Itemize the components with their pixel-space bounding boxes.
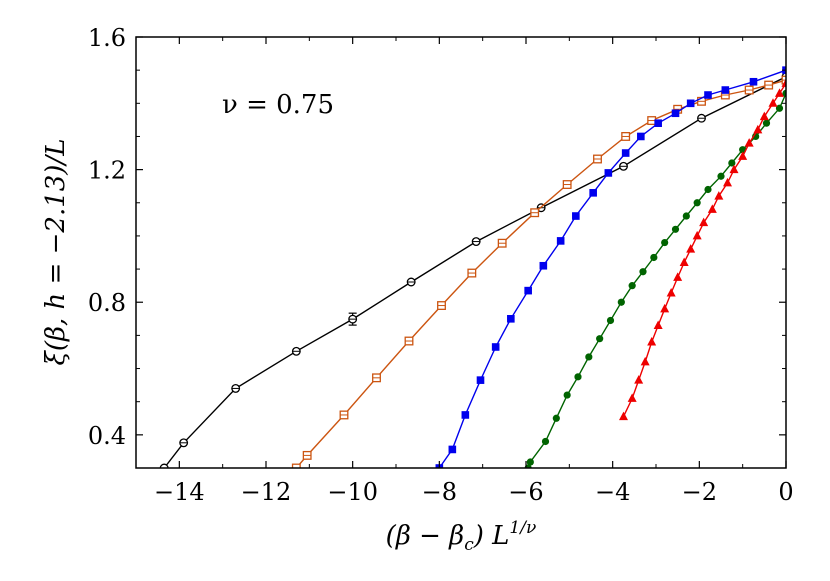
data-point <box>768 98 778 107</box>
data-point <box>661 238 669 247</box>
series-line <box>295 79 786 468</box>
data-point <box>693 199 701 207</box>
data-point <box>704 91 712 99</box>
data-point <box>753 124 763 134</box>
x-tick-label: −14 <box>154 478 205 506</box>
series-layer <box>159 66 786 468</box>
data-point <box>728 159 736 167</box>
data-point <box>759 111 769 121</box>
x-tick-label: −12 <box>241 478 292 506</box>
x-tick-label: 0 <box>778 478 793 506</box>
data-point <box>563 391 571 399</box>
x-tick-label: −6 <box>508 478 543 506</box>
x-axis-label-sup: 1/ν <box>509 518 536 538</box>
data-point <box>781 78 786 87</box>
data-point <box>539 261 548 270</box>
data-point <box>686 244 696 253</box>
data-point <box>775 88 784 97</box>
data-point <box>476 376 485 384</box>
series-line <box>438 69 786 468</box>
series-line <box>527 93 786 468</box>
data-point <box>524 286 532 295</box>
data-point <box>729 164 739 174</box>
data-point <box>762 119 771 127</box>
data-point <box>627 393 637 402</box>
data-point <box>673 272 683 281</box>
data-point <box>585 353 593 361</box>
data-point <box>448 445 457 454</box>
x-axis-label-close: ) L <box>473 521 510 551</box>
data-point <box>744 138 754 147</box>
data-point <box>526 458 534 466</box>
data-point <box>749 77 758 86</box>
series-3 <box>435 66 786 468</box>
data-point <box>666 287 676 297</box>
x-tick-label: −8 <box>422 478 457 506</box>
y-axis-label: ξ(β, h = −2.13)/L <box>41 139 71 366</box>
data-point <box>541 437 550 446</box>
data-point <box>596 335 604 343</box>
data-point <box>574 373 582 381</box>
data-point <box>692 230 702 240</box>
data-point <box>491 343 500 351</box>
data-point <box>617 298 625 306</box>
data-point <box>679 257 689 266</box>
data-point <box>159 463 169 468</box>
data-point <box>782 89 786 97</box>
data-point <box>775 104 784 112</box>
x-tick-label: −10 <box>327 478 378 506</box>
series-line <box>622 83 786 417</box>
data-point <box>619 411 628 421</box>
data-point <box>686 99 695 108</box>
data-point <box>704 185 712 194</box>
data-point <box>606 316 615 325</box>
data-point <box>461 411 470 419</box>
data-point <box>660 303 670 313</box>
data-point <box>637 132 645 141</box>
data-point <box>714 191 724 200</box>
data-point <box>634 375 644 384</box>
data-point <box>671 225 680 233</box>
y-tick-label: 1.2 <box>88 157 126 185</box>
series-4 <box>524 89 786 468</box>
x-tick-label: −4 <box>595 478 630 506</box>
data-point <box>291 463 301 468</box>
x-axis-label-open: (β − β <box>386 521 465 551</box>
plot-frame <box>135 36 787 469</box>
data-point <box>723 177 732 187</box>
x-axis-label: (β − βc) L1/ν <box>386 518 537 555</box>
y-tick-label: 0.4 <box>88 422 126 450</box>
data-point <box>671 109 680 118</box>
tick-layer: −14 −12 −10 −8 −6 −4 −2 0 0.4 0.8 1.2 1.6 <box>88 24 794 506</box>
data-point <box>650 253 658 262</box>
nu-annotation: ν = 0.75 <box>222 90 334 120</box>
data-point <box>699 217 709 227</box>
data-point <box>654 119 662 127</box>
x-axis-label-sub: c <box>464 535 474 555</box>
series-2 <box>291 75 786 468</box>
y-tick-label: 1.6 <box>88 24 126 52</box>
data-point <box>738 151 748 160</box>
data-point <box>717 172 725 180</box>
data-point <box>589 189 597 197</box>
x-tick-label: −2 <box>682 478 717 506</box>
data-point <box>640 356 650 366</box>
data-point <box>653 320 663 329</box>
data-point <box>647 337 657 346</box>
series-1 <box>159 72 786 468</box>
data-point <box>639 268 647 276</box>
data-point <box>721 86 730 94</box>
data-point <box>621 149 630 157</box>
series-5 <box>619 78 786 421</box>
data-point <box>572 212 580 220</box>
data-point <box>604 169 613 177</box>
data-point <box>556 237 565 245</box>
data-point <box>628 282 636 290</box>
data-point <box>507 315 515 323</box>
data-point <box>682 212 690 220</box>
data-point <box>552 414 560 422</box>
data-point <box>707 204 717 213</box>
y-tick-label: 0.8 <box>88 289 126 317</box>
